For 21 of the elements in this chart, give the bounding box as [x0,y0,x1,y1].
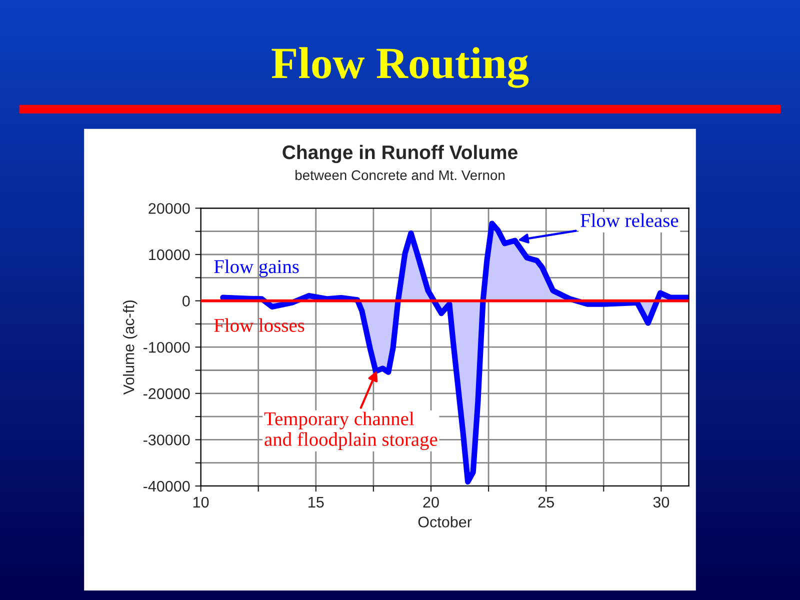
text: Flow Routing [272,47,529,88]
y-tick-label: 20000 [148,203,190,214]
y-tick-label: -20000 [143,388,190,400]
x-axis-title: October [418,516,472,528]
x-tick-label: 15 [308,496,324,508]
x-tick-label: 20 [423,496,439,508]
annotation: Temporary channel and floodplain storage [264,412,438,450]
x-tick-label: 10 [193,496,209,508]
x-tick-label: 30 [653,496,670,508]
annotation: Flow gains [214,260,299,278]
x-tick-label: 25 [538,496,554,508]
y-tick-label: 0 [182,296,190,306]
y-axis-title: Volume (ac-ft) [123,300,138,395]
chart-title: Change in Runoff Volume [282,144,518,164]
y-tick-label: -30000 [143,434,190,446]
y-tick-label: 10000 [149,249,190,260]
y-tick-label: -40000 [143,480,190,492]
y-tick-label: -10000 [143,342,190,353]
annotation: Flow release [580,213,678,228]
annotation: Flow losses [214,318,304,332]
chart-subtitle: between Concrete and Mt. Vernon [296,170,504,180]
